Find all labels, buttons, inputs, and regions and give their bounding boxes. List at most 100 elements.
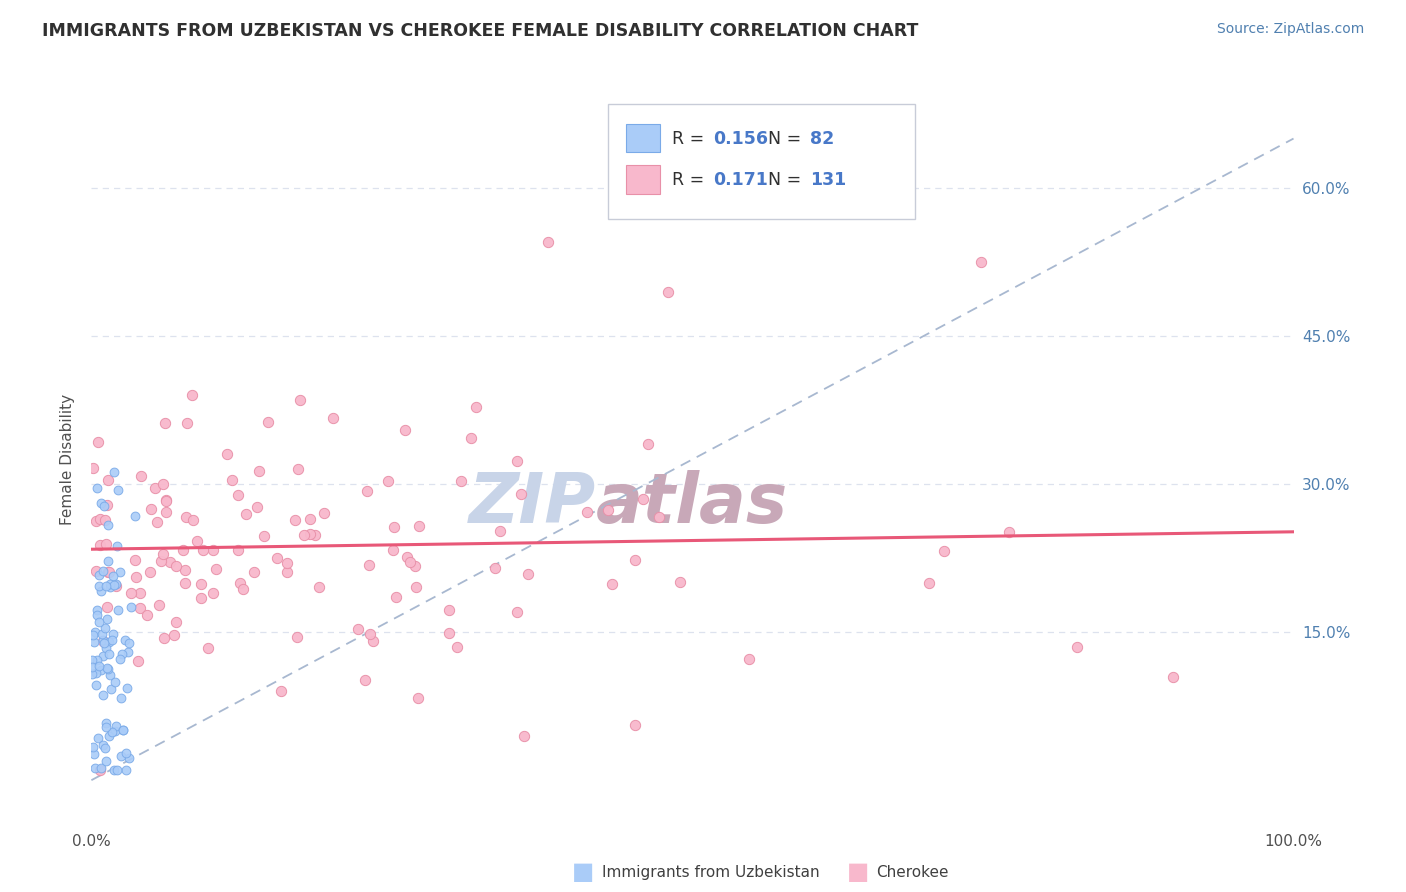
Point: [394, 423, 416, 437]
Point: [506, 605, 529, 619]
Text: N =: N =: [768, 171, 807, 189]
Point: [270, 683, 292, 698]
Point: [145, 515, 167, 529]
Point: [97, 566, 120, 580]
Point: [404, 559, 426, 574]
Text: atlas: atlas: [596, 470, 789, 537]
Point: [87, 658, 110, 673]
Point: [83, 634, 105, 648]
Point: [506, 454, 529, 468]
Point: [399, 555, 422, 569]
Point: [101, 627, 124, 641]
Point: [103, 723, 125, 738]
Point: [98, 729, 121, 743]
Point: [285, 630, 308, 644]
Point: [135, 607, 157, 622]
Point: [276, 565, 298, 579]
Point: [115, 681, 138, 695]
Point: [97, 565, 120, 579]
Point: [183, 513, 205, 527]
Point: [112, 723, 135, 738]
Point: [155, 505, 177, 519]
Point: [513, 729, 536, 743]
Point: [918, 576, 941, 591]
Point: [129, 586, 152, 600]
Point: [110, 690, 132, 705]
Point: [537, 235, 560, 250]
Point: [94, 640, 117, 655]
Point: [100, 682, 122, 697]
Point: [181, 388, 204, 402]
Point: [172, 542, 194, 557]
Point: [322, 410, 344, 425]
Point: [484, 561, 506, 575]
Point: [155, 493, 177, 508]
Text: Source: ZipAtlas.com: Source: ZipAtlas.com: [1216, 22, 1364, 37]
Point: [624, 553, 647, 567]
Point: [87, 731, 110, 745]
Point: [257, 415, 280, 429]
Point: [190, 591, 212, 605]
Point: [186, 533, 208, 548]
Point: [631, 491, 654, 506]
Point: [247, 464, 270, 478]
Point: [215, 447, 238, 461]
Point: [226, 488, 249, 502]
Text: ■: ■: [846, 861, 869, 884]
Point: [89, 764, 111, 778]
Point: [91, 648, 114, 663]
Point: [90, 496, 112, 510]
Point: [637, 437, 659, 451]
Point: [93, 635, 115, 649]
Point: [97, 517, 120, 532]
Point: [104, 719, 127, 733]
Point: [510, 487, 533, 501]
Point: [298, 526, 321, 541]
Point: [93, 500, 115, 514]
Point: [100, 633, 122, 648]
Point: [80, 667, 103, 681]
Point: [287, 461, 309, 475]
Point: [118, 751, 141, 765]
Point: [104, 675, 127, 690]
Point: [292, 528, 315, 542]
Point: [82, 739, 104, 754]
Point: [488, 524, 510, 539]
Point: [314, 507, 336, 521]
Point: [90, 663, 112, 677]
Point: [465, 400, 488, 414]
Point: [165, 615, 187, 630]
Point: [80, 653, 103, 667]
Point: [96, 754, 118, 768]
Point: [408, 519, 430, 533]
Text: 0.171: 0.171: [713, 171, 768, 189]
Point: [103, 764, 125, 778]
Point: [91, 632, 114, 647]
Point: [129, 469, 152, 483]
Point: [98, 647, 121, 661]
Point: [308, 580, 330, 594]
Point: [100, 577, 122, 591]
Point: [91, 739, 114, 753]
Text: N =: N =: [768, 130, 807, 148]
Point: [89, 579, 111, 593]
Point: [98, 580, 121, 594]
Point: [96, 720, 118, 734]
Text: ZIP: ZIP: [470, 470, 596, 537]
Point: [117, 645, 139, 659]
Point: [437, 625, 460, 640]
Point: [1161, 669, 1184, 683]
Point: [152, 547, 174, 561]
Point: [737, 652, 759, 666]
Point: [84, 625, 107, 640]
Point: [103, 465, 125, 479]
Point: [105, 764, 128, 778]
Point: [346, 622, 368, 636]
Point: [103, 578, 125, 592]
Text: Cherokee: Cherokee: [876, 865, 949, 880]
Point: [406, 691, 429, 706]
Point: [377, 474, 399, 488]
Point: [174, 510, 197, 524]
Point: [575, 505, 598, 519]
Point: [173, 575, 195, 590]
